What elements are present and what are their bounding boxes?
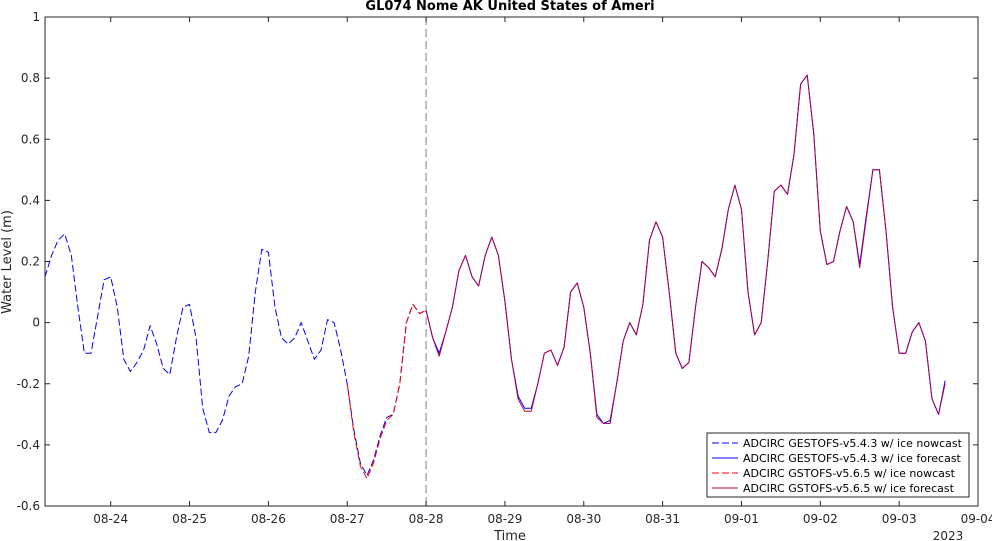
y-axis-title: Water Level (m) — [0, 210, 15, 314]
y-tick-label: 0.2 — [21, 255, 40, 269]
x-tick-label: 08-29 — [487, 512, 522, 526]
x-tick-label: 09-03 — [882, 512, 917, 526]
series-line-1 — [44, 233, 427, 476]
x-tick-label: 08-25 — [172, 512, 207, 526]
chart-title: GL074 Nome AK United States of Ameri — [365, 0, 654, 14]
y-tick-label: 0.4 — [21, 193, 40, 207]
x-tick-label: 08-28 — [409, 512, 444, 526]
legend-label-3: ADCIRC GSTOFS-v5.6.5 w/ ice nowcast — [743, 467, 956, 480]
x-tick-label: 08-30 — [566, 512, 601, 526]
x-axis-title: Time — [493, 529, 526, 541]
x-axis-year-label: 2023 — [933, 529, 964, 541]
legend: ADCIRC GESTOFS-v5.4.3 w/ ice nowcast ADCI… — [706, 432, 970, 498]
x-tick-label: 08-27 — [330, 512, 365, 526]
y-tick-label: 0.8 — [21, 71, 40, 85]
legend-label-4: ADCIRC GSTOFS-v5.6.5 w/ ice forecast — [743, 482, 955, 495]
y-tick-label: 0.6 — [21, 132, 40, 146]
x-tick-label: 08-24 — [93, 512, 128, 526]
x-tick-label: 09-01 — [724, 512, 759, 526]
x-tick-label: 09-04 — [961, 512, 992, 526]
legend-label-1: ADCIRC GESTOFS-v5.4.3 w/ ice nowcast — [743, 437, 963, 450]
plot-area — [44, 17, 946, 506]
x-tick-label: 09-02 — [803, 512, 838, 526]
y-tick-label: -0.6 — [17, 499, 40, 513]
x-tick-label: 08-31 — [645, 512, 680, 526]
y-tick-label: -0.2 — [17, 377, 40, 391]
legend-box — [706, 432, 970, 498]
y-tick-label: 0 — [32, 316, 40, 330]
y-tick-label: -0.4 — [17, 438, 40, 452]
y-tick-label: 1 — [32, 10, 40, 24]
series-line-3 — [346, 303, 427, 479]
legend-label-2: ADCIRC GESTOFS-v5.4.3 w/ ice forecast — [743, 452, 962, 465]
series-line-4 — [425, 74, 946, 424]
x-tick-label: 08-26 — [251, 512, 286, 526]
axes: -0.6 -0.4 -0.2 0 0.2 0.4 0.6 0.8 1 08-24 08-25 08-2… — [17, 10, 992, 526]
